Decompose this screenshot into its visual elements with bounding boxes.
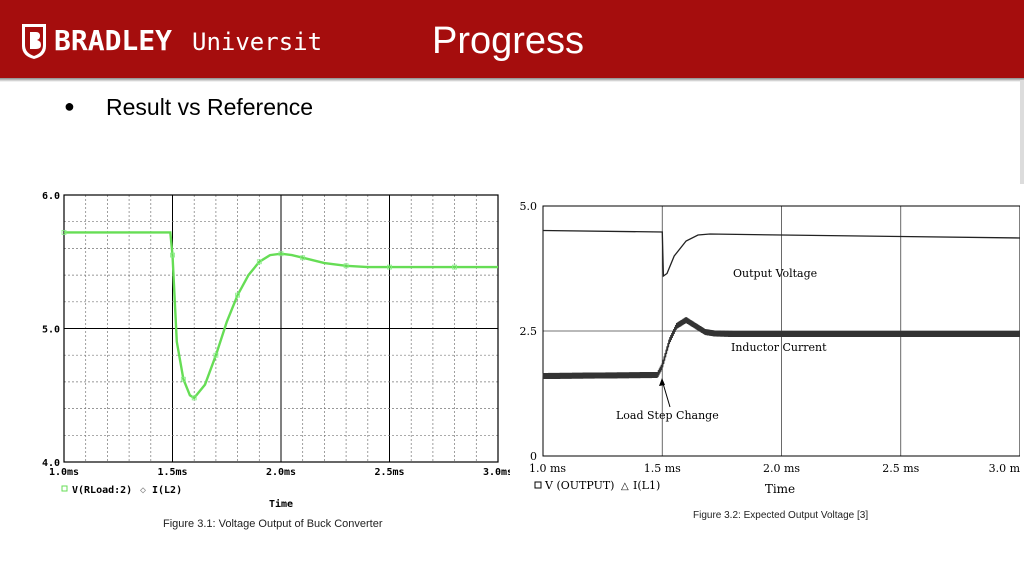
chart2-legend-square-icon [534, 481, 542, 489]
chart2-legend-v: V (OUTPUT) [544, 479, 614, 492]
chart1-x-tick-label: 1.0ms [49, 467, 79, 478]
chart2-series-i-l1 [542, 316, 1020, 380]
chart1-point [452, 264, 458, 270]
chart2-x-tick-label: 2.5 ms [882, 462, 919, 475]
chart1-point [300, 255, 306, 261]
shield-icon [22, 24, 46, 59]
chart2-x-tick-label: 3.0 m [989, 462, 1020, 475]
chart1-xlabel: Time [269, 498, 293, 510]
chart2-y-tick-label: 5.0 [520, 200, 538, 213]
scroll-edge [1020, 80, 1024, 184]
chart2-x-tick-label: 1.0 ms [529, 462, 566, 475]
chart2-x-tick-label: 2.0 ms [763, 462, 800, 475]
chart1-x-ticks: 1.0ms 1.5ms 2.0ms 2.5ms 3.0ms [49, 467, 510, 478]
chart1-point [387, 264, 392, 270]
chart-simulation: 4.0 5.0 6.0 1.0ms 1.5ms 2.0ms 2.5ms 3.0ms V(RL… [42, 191, 510, 510]
chart-reference: 0 2.5 5.0 1.0 ms 1.5 ms 2.0 ms 2.5 ms 3.0 m Ou… [520, 200, 1020, 496]
chart1-point [256, 259, 262, 265]
chart1-point [170, 252, 175, 258]
chart1-x-tick-label: 2.0ms [266, 467, 296, 478]
chart1-point [180, 376, 186, 382]
chart1-legend-i: I(L2) [152, 485, 182, 496]
logo-word: BRADLEY [54, 24, 172, 57]
chart2-annotation-inductor: Inductor Current [731, 341, 827, 354]
chart1-point [343, 263, 349, 269]
chart2-annotation-load-step: Load Step Change [616, 409, 719, 422]
chart1-point [213, 352, 219, 358]
chart1-grid [64, 195, 498, 462]
chart2-plot-frame [542, 205, 1020, 457]
logo-sub: University [192, 28, 320, 56]
chart1-markers [61, 229, 458, 401]
chart1-legend: V(RLoad:2) ◇ I(L2) [61, 485, 182, 496]
header-bar [0, 0, 1024, 78]
chart2-xlabel: Time [765, 482, 795, 496]
bradley-logo: BRADLEY University [22, 24, 320, 59]
chart1-point [61, 229, 67, 235]
chart2-annotation-output: Output Voltage [733, 267, 817, 280]
chart1-y-tick-label: 6.0 [42, 191, 60, 202]
chart2-x-tick-label: 1.5 ms [644, 462, 681, 475]
chart1-legend-marker-v [61, 485, 68, 492]
slide-title: Progress [432, 20, 585, 62]
chart1-point [278, 251, 284, 257]
chart1-y-tick-label: 5.0 [42, 325, 60, 336]
chart2-series-v-output [542, 229, 1020, 278]
chart1-x-tick-label: 1.5ms [157, 467, 187, 478]
chart1-legend-diamond-icon: ◇ [140, 485, 146, 496]
chart1-series-v-rload [64, 231, 498, 400]
chart1-point [235, 292, 241, 298]
chart2-legend: V (OUTPUT) △ I(L1) [534, 479, 660, 492]
bullet-text: Result vs Reference [106, 94, 314, 120]
chart2-x-ticks: 1.0 ms 1.5 ms 2.0 ms 2.5 ms 3.0 m [529, 462, 1020, 475]
chart2-caption: Figure 3.2: Expected Output Voltage [3] [693, 510, 869, 521]
chart2-legend-triangle-icon: △ [621, 481, 629, 492]
chart1-y-tick-label: 4.0 [42, 458, 60, 469]
chart1-x-tick-label: 3.0ms [483, 467, 510, 478]
header-shadow [0, 78, 1024, 82]
chart2-y-ticks: 0 2.5 5.0 [520, 200, 538, 463]
chart2-legend-i: I(L1) [633, 479, 660, 492]
chart1-legend-v: V(RLoad:2) [72, 485, 132, 496]
chart1-y-ticks: 4.0 5.0 6.0 [42, 191, 60, 469]
chart2-y-tick-label: 2.5 [520, 325, 538, 338]
chart2-arrowhead-icon [659, 378, 665, 386]
chart1-point [191, 395, 197, 401]
chart2-y-tick-label: 0 [530, 450, 537, 463]
chart1-plot-frame [63, 194, 499, 463]
chart1-caption: Figure 3.1: Voltage Output of Buck Conve… [163, 518, 383, 530]
chart1-x-tick-label: 2.5ms [374, 467, 404, 478]
bullet-dot-icon: ● [64, 96, 75, 116]
